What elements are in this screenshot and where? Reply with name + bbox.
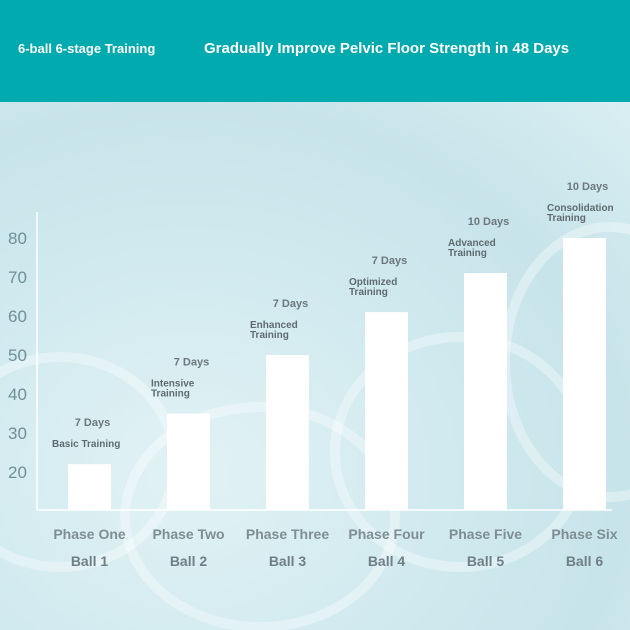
- training-label: Training: [547, 213, 586, 224]
- days-label: 7 Days: [372, 255, 407, 267]
- ball-label: Ball 5: [467, 553, 505, 569]
- y-tick-label: 70: [8, 268, 27, 287]
- training-label: Training: [349, 287, 388, 298]
- days-label: 7 Days: [273, 298, 308, 310]
- y-tick-label: 50: [8, 346, 27, 365]
- phase-label: Phase Five: [449, 526, 522, 542]
- bar: [563, 238, 606, 510]
- y-tick-label: 30: [8, 424, 27, 443]
- training-label: Enhanced: [250, 320, 298, 331]
- y-tick-label: 20: [8, 463, 27, 482]
- bar: [464, 273, 507, 510]
- y-tick-label: 80: [8, 229, 27, 248]
- training-label: Optimized: [349, 277, 397, 288]
- phase-label: Phase Two: [152, 526, 224, 542]
- days-label: 10 Days: [468, 216, 510, 228]
- training-label: Consolidation: [547, 203, 614, 214]
- header-left-title: 6-ball 6-stage Training: [18, 41, 156, 56]
- training-label: Intensive: [151, 379, 195, 390]
- ball-label: Ball 4: [368, 553, 406, 569]
- phase-label: Phase Three: [246, 526, 329, 542]
- phase-label: Phase One: [53, 526, 126, 542]
- training-label: Training: [448, 248, 487, 259]
- training-label: Advanced: [448, 238, 496, 249]
- y-tick-label: 40: [8, 385, 27, 404]
- ball-label: Ball 6: [566, 553, 604, 569]
- ball-label: Ball 2: [170, 553, 208, 569]
- days-label: 7 Days: [75, 417, 110, 429]
- days-label: 10 Days: [567, 181, 609, 193]
- training-label: Basic Training: [52, 439, 120, 450]
- days-label: 7 Days: [174, 357, 209, 369]
- header-right-title: Gradually Improve Pelvic Floor Strength …: [204, 40, 570, 57]
- ball-label: Ball 1: [71, 553, 109, 569]
- bar: [167, 413, 210, 510]
- phase-label: Phase Six: [551, 526, 617, 542]
- training-label: Training: [151, 389, 190, 400]
- bar: [266, 355, 309, 510]
- phase-label: Phase Four: [348, 526, 425, 542]
- y-tick-label: 60: [8, 307, 27, 326]
- ball-label: Ball 3: [269, 553, 307, 569]
- header-banner: 6-ball 6-stage Training Gradually Improv…: [0, 0, 630, 102]
- training-label: Training: [250, 330, 289, 341]
- bar: [68, 464, 111, 510]
- bar: [365, 312, 408, 510]
